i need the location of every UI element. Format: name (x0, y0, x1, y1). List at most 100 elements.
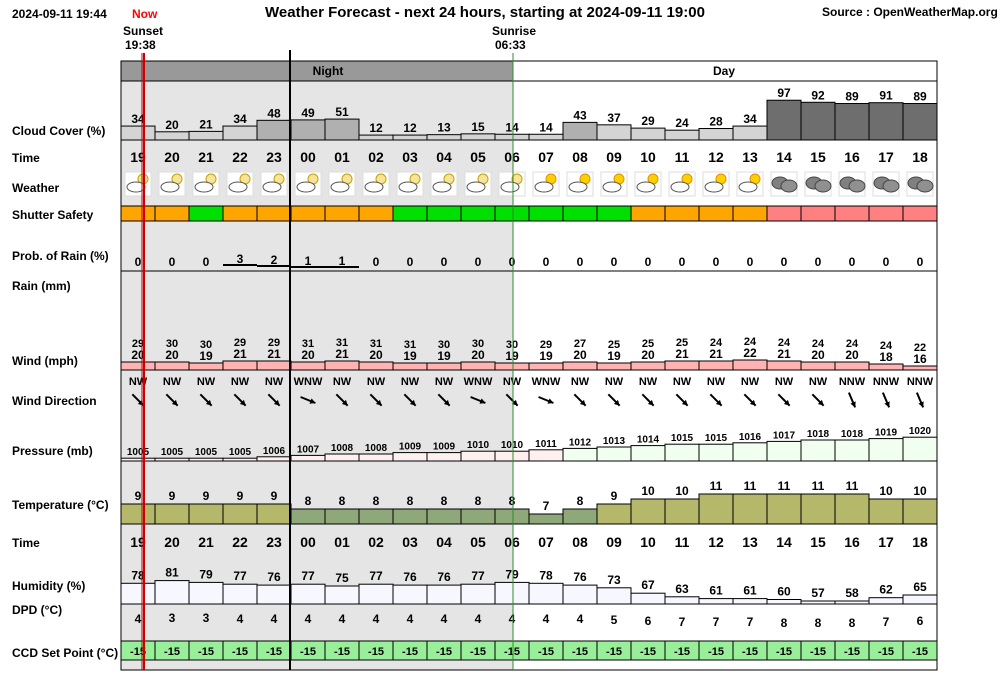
wind-speed-bar (256, 360, 292, 371)
wind-gust-value: 29 (540, 339, 552, 351)
temperature-value: 10 (675, 484, 689, 498)
temperature-value: 9 (611, 489, 618, 503)
wind-speed-value: 19 (505, 349, 519, 363)
wind-direction-label: NW (571, 376, 590, 388)
shutter-cell (664, 205, 700, 222)
cloud-cover-bar (732, 125, 768, 141)
wind-direction-label: NW (265, 376, 284, 388)
ccd-set-point-value: -15 (878, 646, 894, 658)
ccd-set-point-value: -15 (300, 646, 316, 658)
pressure-value: 1017 (773, 430, 796, 441)
cloud-cover-value: 51 (335, 105, 349, 119)
pressure-bar (596, 446, 632, 462)
time-label: 12 (708, 534, 724, 550)
shutter-cell (222, 205, 258, 222)
wind-speed-value: 20 (369, 348, 383, 362)
temperature-bar (766, 493, 802, 525)
cloud-cover-bar (256, 119, 292, 141)
dpd-value: 6 (917, 614, 924, 628)
cloud-cover-value: 89 (913, 90, 927, 104)
sunrise-time: 06:33 (495, 38, 526, 52)
pressure-value: 1020 (909, 426, 932, 437)
pressure-bar (834, 439, 870, 462)
humidity-bar (290, 583, 326, 605)
wind-direction-label: NW (401, 376, 420, 388)
cloud-cover-bar (460, 133, 496, 141)
temperature-value: 8 (577, 494, 584, 508)
time-label: 11 (675, 149, 690, 165)
row-label-wind: Wind (mph) (12, 354, 78, 368)
weather-icon-cloud (466, 181, 486, 193)
cloud-cover-value: 34 (131, 112, 145, 126)
pressure-value: 1009 (399, 442, 422, 453)
cloud-cover-value: 12 (403, 121, 417, 135)
time-label: 23 (266, 149, 282, 165)
wind-speed-value: 21 (777, 347, 791, 361)
humidity-value: 79 (505, 567, 519, 581)
shutter-cell (494, 205, 530, 222)
humidity-bar (494, 581, 530, 605)
wind-direction-label: NW (707, 376, 726, 388)
humidity-value: 57 (811, 586, 825, 600)
row-label-time: Time (12, 151, 40, 165)
wind-speed-value: 20 (573, 348, 587, 362)
ccd-set-point-value: -15 (606, 646, 622, 658)
ccd-set-point-value: -15 (674, 646, 690, 658)
humidity-bar (188, 581, 224, 605)
pressure-bar (868, 438, 904, 462)
wind-arrowhead-icon (375, 399, 382, 406)
shutter-cell (460, 205, 496, 222)
humidity-bar (630, 592, 666, 605)
temperature-value: 9 (237, 489, 244, 503)
time-label: 23 (266, 534, 282, 550)
time-label: 20 (164, 534, 180, 550)
ccd-set-point-value: -15 (572, 646, 588, 658)
cloud-cover-value: 21 (199, 117, 213, 131)
wind-speed-value: 20 (301, 348, 315, 362)
pressure-bar (120, 457, 156, 462)
temperature-bar (698, 493, 734, 525)
humidity-bar (732, 598, 768, 605)
wind-direction-label: NW (367, 376, 386, 388)
cloud-cover-bar (426, 134, 462, 141)
cloud-cover-bar (868, 102, 904, 141)
pressure-bar (154, 457, 190, 462)
rain-probability-value: 0 (815, 255, 822, 269)
pressure-bar (392, 452, 428, 462)
temperature-value: 9 (169, 489, 176, 503)
dpd-value: 3 (203, 611, 210, 625)
ccd-set-point-value: -15 (742, 646, 758, 658)
wind-gust-value: 24 (778, 337, 791, 349)
wind-speed-bar (528, 362, 564, 371)
row-label-rain-prob: Prob. of Rain (%) (12, 249, 109, 263)
humidity-value: 76 (573, 570, 587, 584)
wind-speed-bar (188, 362, 224, 371)
dpd-value: 4 (407, 612, 414, 626)
ccd-set-point-value: -15 (198, 646, 214, 658)
time-label: 17 (878, 149, 894, 165)
humidity-value: 76 (403, 570, 417, 584)
ccd-set-point-value: -15 (912, 646, 928, 658)
ccd-set-point-value: -15 (708, 646, 724, 658)
ccd-set-point-value: -15 (776, 646, 792, 658)
dpd-value: 4 (237, 612, 244, 626)
pressure-value: 1011 (535, 439, 557, 450)
humidity-bar (460, 583, 496, 605)
time-label: 08 (572, 149, 588, 165)
wind-gust-value: 24 (846, 338, 859, 350)
cloud-cover-bar (120, 125, 156, 141)
rain-probability-value: 0 (611, 255, 618, 269)
humidity-value: 67 (641, 578, 655, 592)
pressure-bar (460, 450, 496, 462)
time-label: 06 (504, 149, 520, 165)
humidity-bar (766, 599, 802, 605)
weather-icon-cloud (636, 181, 656, 193)
shutter-cell (630, 205, 666, 222)
pressure-value: 1010 (501, 440, 524, 451)
pressure-bar (324, 453, 360, 462)
rain-probability-value: 0 (203, 255, 210, 269)
wind-speed-bar (596, 362, 632, 371)
temperature-value: 10 (879, 484, 893, 498)
time-label: 10 (640, 149, 656, 165)
shutter-cell (188, 205, 224, 222)
